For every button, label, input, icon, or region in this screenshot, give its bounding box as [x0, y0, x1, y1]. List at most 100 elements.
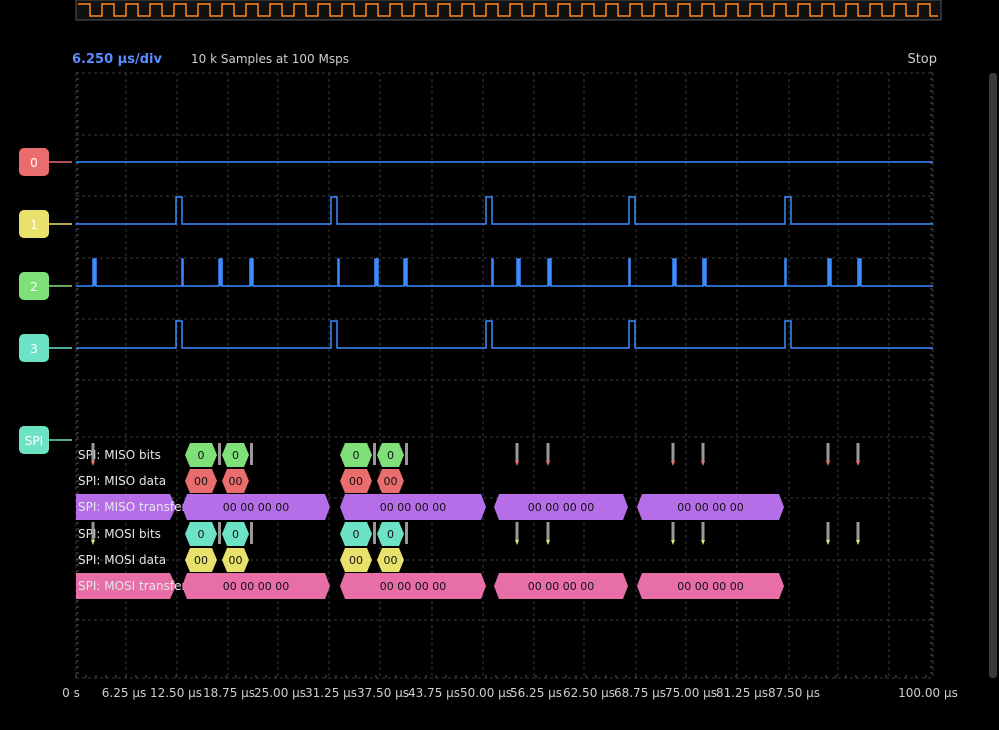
miso-bit-segment-value: 0 [198, 449, 205, 462]
mosi-bit-segment[interactable]: 0 [377, 522, 404, 546]
miso-bit-segment[interactable]: 0 [340, 443, 372, 467]
sample-marker-tip [515, 540, 519, 545]
mosi-data-segment-shape [185, 548, 217, 572]
miso-transfer-segment[interactable]: 00 00 00 00 [637, 494, 784, 520]
channel-badge-spi-bg [19, 426, 49, 454]
miso-bit-segment-value: 0 [353, 449, 360, 462]
clock-pulse [673, 259, 676, 286]
trace-ch1 [76, 196, 933, 225]
sample-marker [856, 443, 860, 461]
channel-badge-2[interactable]: 2 [19, 272, 72, 300]
mosi-data-segment-value: 00 [194, 554, 208, 567]
sample-marker-tip [91, 540, 95, 545]
clock-pulse [219, 259, 222, 286]
timebase-label[interactable]: 6.250 µs/div [72, 52, 162, 67]
sample-marker [218, 522, 221, 544]
miso-transfer-segment-shape [182, 494, 330, 520]
sample-marker [856, 522, 860, 540]
mosi-data-segment-shape [222, 548, 249, 572]
miso-transfer-segment[interactable]: 00 00 00 00 [182, 494, 330, 520]
mosi-bit-segment-shape [185, 522, 217, 546]
miso-data-segment-value: 00 [194, 475, 208, 488]
miso-data-segment[interactable]: 00 [377, 469, 404, 493]
miso-data-segment-shape [185, 469, 217, 493]
mosi-transfer-segment[interactable]: 00 00 00 00 [340, 573, 486, 599]
mosi-transfer-segment-value: 00 00 00 00 [677, 580, 743, 593]
miso-data-segment[interactable]: 00 [185, 469, 217, 493]
decoder-row-label[interactable]: SPI: MISO transfers [78, 500, 193, 514]
sample-marker-tip [546, 461, 550, 466]
miso-bit-segment-value: 0 [387, 449, 394, 462]
mosi-data-segment[interactable]: 00 [377, 548, 404, 572]
overview-strip[interactable] [75, 0, 942, 21]
mosi-data-segment-shape [377, 548, 404, 572]
sample-marker-tip [515, 461, 519, 466]
miso-bit-segment[interactable]: 0 [377, 443, 404, 467]
miso-bit-segment-shape [340, 443, 372, 467]
channel-badge-1[interactable]: 1 [19, 210, 72, 238]
time-axis-tick-label: 25.00 µs [254, 686, 306, 700]
decoder-row-label[interactable]: SPI: MOSI transfers [78, 579, 193, 593]
decoder-row-label[interactable]: SPI: MOSI bits [78, 527, 161, 541]
miso-bit-segment-shape [185, 443, 217, 467]
mosi-data-segment-value: 00 [229, 554, 243, 567]
sample-marker [701, 443, 705, 461]
miso-data-segment-shape [222, 469, 249, 493]
mosi-transfer-segment[interactable]: 00 00 00 00 [182, 573, 330, 599]
time-axis-tick-label: 6.25 µs [102, 686, 146, 700]
decoder-row-label[interactable]: SPI: MOSI data [78, 553, 166, 567]
sample-marker-tip [701, 461, 705, 466]
vertical-scrollbar[interactable] [989, 73, 997, 678]
sample-marker-tip [856, 540, 860, 545]
miso-bit-segment[interactable]: 0 [185, 443, 217, 467]
sample-marker-tip [856, 461, 860, 466]
channel-badge-0[interactable]: 0 [19, 148, 72, 176]
sample-marker [671, 443, 675, 461]
mosi-bit-segment-shape [340, 522, 372, 546]
time-axis-tick-label: 37.50 µs [357, 686, 409, 700]
sample-marker [701, 522, 705, 540]
sample-marker [515, 443, 519, 461]
time-axis-tick-label: 100.00 µs [898, 686, 958, 700]
mosi-data-segment[interactable]: 00 [222, 548, 249, 572]
mosi-data-segment-value: 00 [384, 554, 398, 567]
sample-marker [826, 443, 830, 461]
mosi-bit-segment-value: 0 [198, 528, 205, 541]
mosi-bit-segment[interactable]: 0 [222, 522, 249, 546]
miso-data-segment-value: 00 [229, 475, 243, 488]
clock-pulse [858, 259, 861, 286]
samples-label[interactable]: 10 k Samples at 100 Msps [191, 52, 349, 66]
miso-transfer-segment-shape [637, 494, 784, 520]
sample-marker-tip [546, 540, 550, 545]
decoder-row-label[interactable]: SPI: MISO bits [78, 448, 161, 462]
mosi-data-segment[interactable]: 00 [340, 548, 372, 572]
sample-marker-tip [671, 461, 675, 466]
channel-badges[interactable]: 0 1 2 3 SPI [19, 148, 72, 454]
time-axis-tick-label: 68.75 µs [614, 686, 666, 700]
run-status-label[interactable]: Stop [907, 52, 937, 67]
sample-marker [515, 522, 519, 540]
channel-badge-0-label: 0 [30, 156, 38, 170]
mosi-transfer-segment[interactable]: 00 00 00 00 [637, 573, 784, 599]
miso-data-segment-shape [340, 469, 372, 493]
mosi-bit-segment[interactable]: 0 [185, 522, 217, 546]
sample-marker-tip [701, 540, 705, 545]
time-axis-tick-label: 81.25 µs [716, 686, 768, 700]
miso-bit-segment[interactable]: 0 [222, 443, 249, 467]
mosi-data-segment[interactable]: 00 [185, 548, 217, 572]
mosi-bit-segment[interactable]: 0 [340, 522, 372, 546]
miso-transfer-segment[interactable]: 00 00 00 00 [340, 494, 486, 520]
mosi-transfer-segment[interactable]: 00 00 00 00 [494, 573, 628, 599]
sample-marker [546, 522, 550, 540]
channel-badge-3[interactable]: 3 [19, 334, 72, 362]
overview-waveform [78, 3, 938, 17]
time-axis-tick-label: 12.50 µs [150, 686, 202, 700]
miso-data-segment[interactable]: 00 [222, 469, 249, 493]
time-axis-tick-label: 87.50 µs [768, 686, 820, 700]
miso-transfer-segment[interactable]: 00 00 00 00 [494, 494, 628, 520]
miso-data-segment[interactable]: 00 [340, 469, 372, 493]
decoder-row-label[interactable]: SPI: MISO data [78, 474, 166, 488]
channel-badge-spi[interactable]: SPI [19, 426, 72, 454]
sample-marker [218, 443, 221, 465]
